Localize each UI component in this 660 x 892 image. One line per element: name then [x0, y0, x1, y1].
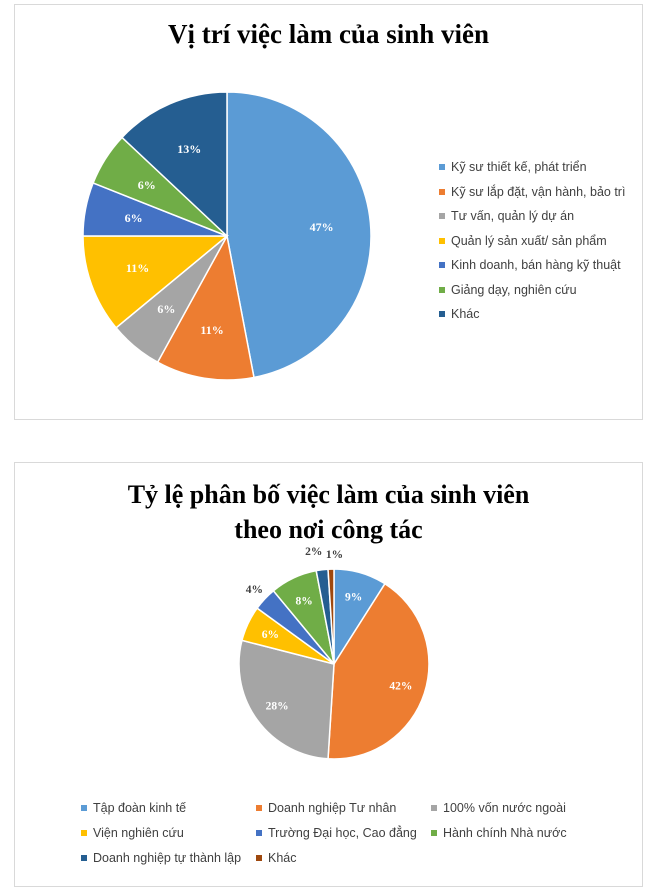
data-label: 4% [246, 584, 263, 596]
legend-item: Kỹ sư lắp đặt, vận hành, bảo trì [439, 180, 625, 205]
legend-item: Quản lý sản xuất/ sản phẩm [439, 229, 625, 254]
legend-swatch [439, 262, 445, 269]
data-label: 11% [200, 323, 223, 337]
legend-swatch [81, 829, 87, 836]
legend-item: Kỹ sư thiết kế, phát triển [439, 155, 625, 180]
legend-swatch [431, 829, 437, 836]
legend-swatch [81, 854, 87, 861]
data-label: 6% [138, 178, 156, 192]
legend-item: Doanh nghiệp Tư nhân [256, 801, 431, 815]
legend-swatch [256, 854, 262, 861]
chart-job-positions: Vị trí việc làm của sinh viên 47% 11% 6% 11… [14, 4, 643, 420]
legend-item: Viện nghiên cứu [81, 826, 256, 840]
data-label: 9% [345, 592, 362, 604]
legend-label: 100% vốn nước ngoài [443, 800, 566, 815]
legend-label: Doanh nghiệp Tư nhân [268, 800, 397, 815]
legend-swatch [256, 804, 262, 811]
legend-swatch [439, 286, 445, 293]
data-label: 2% [305, 546, 322, 558]
pie-slice [327, 582, 430, 760]
chart-title-line: theo nơi công tác [234, 515, 423, 544]
legend-item: Kinh doanh, bán hàng kỹ thuật [439, 253, 625, 278]
data-label: 6% [262, 629, 279, 641]
data-label: 1% [326, 549, 343, 561]
data-label: 8% [295, 595, 312, 607]
legend-label: Kỹ sư lắp đặt, vận hành, bảo trì [451, 184, 626, 199]
pie-slice [156, 233, 255, 381]
legend-swatch [439, 188, 445, 195]
legend-item: Tư vấn, quản lý dự án [439, 204, 625, 229]
legend-swatch [431, 804, 437, 811]
data-label: 6% [157, 302, 175, 316]
legend-item: Doanh nghiệp tự thành lập [81, 851, 256, 865]
legend-label: Quản lý sản xuất/ sản phẩm [451, 233, 607, 248]
legend-swatch [439, 164, 445, 171]
legend-swatch [81, 804, 87, 811]
pie-chart-job-positions: 47% 11% 6% 11% 6% 6% 13% [82, 91, 372, 381]
data-label: 11% [126, 261, 149, 275]
data-label: 42% [389, 681, 412, 693]
pie-slice [120, 91, 228, 238]
data-label: 13% [177, 142, 201, 156]
legend-label: Hành chính Nhà nước [443, 825, 567, 840]
pie-slice [327, 568, 335, 665]
chart-title-line: Tỷ lệ phân bố việc làm của sinh viên [127, 480, 530, 509]
legend-item: Khác [256, 851, 431, 865]
pie-slice [82, 235, 230, 329]
legend-swatch [439, 213, 445, 220]
chart-title: Vị trí việc làm của sinh viên [168, 19, 489, 49]
pie-slice [238, 639, 335, 760]
legend-item: Tập đoàn kinh tế [81, 801, 256, 815]
legend-label: Trường Đại học, Cao đẳng [268, 825, 417, 840]
legend-label: Doanh nghiệp tự thành lập [93, 850, 242, 865]
legend-label: Viện nghiên cứu [93, 825, 184, 840]
legend-item: 100% vốn nước ngoài [431, 801, 566, 815]
legend-item: Trường Đại học, Cao đẳng [256, 826, 431, 840]
legend-item: Khác [439, 302, 625, 327]
legend-label: Tập đoàn kinh tế [93, 800, 187, 815]
chart-workplace-distribution: Tỷ lệ phân bố việc làm của sinh viên the… [14, 462, 643, 887]
legend-swatch [439, 237, 445, 244]
legend: Tập đoàn kinh tế Doanh nghiệp Tư nhân 10… [81, 795, 567, 870]
data-label: 47% [310, 220, 334, 234]
legend-swatch [256, 829, 262, 836]
data-label: 6% [125, 211, 143, 225]
legend-item: Giảng dạy, nghiên cứu [439, 278, 625, 303]
legend-swatch [439, 311, 445, 318]
pie-chart-workplace: 9% 42% 28% 6% 4% 8% 2% 1% [238, 546, 430, 760]
legend-label: Tư vấn, quản lý dự án [451, 209, 575, 224]
legend-label: Kỹ sư thiết kế, phát triển [451, 160, 587, 175]
legend-label: Giảng dạy, nghiên cứu [451, 282, 577, 297]
legend: Kỹ sư thiết kế, phát triển Kỹ sư lắp đặt… [439, 155, 625, 327]
legend-label: Khác [268, 850, 297, 865]
legend-label: Khác [451, 307, 480, 322]
legend-item: Hành chính Nhà nước [431, 826, 567, 840]
data-label: 28% [266, 700, 289, 712]
pie-slice [226, 91, 372, 379]
legend-label: Kinh doanh, bán hàng kỹ thuật [451, 258, 621, 273]
chart-title: Tỷ lệ phân bố việc làm của sinh viên the… [15, 477, 642, 547]
